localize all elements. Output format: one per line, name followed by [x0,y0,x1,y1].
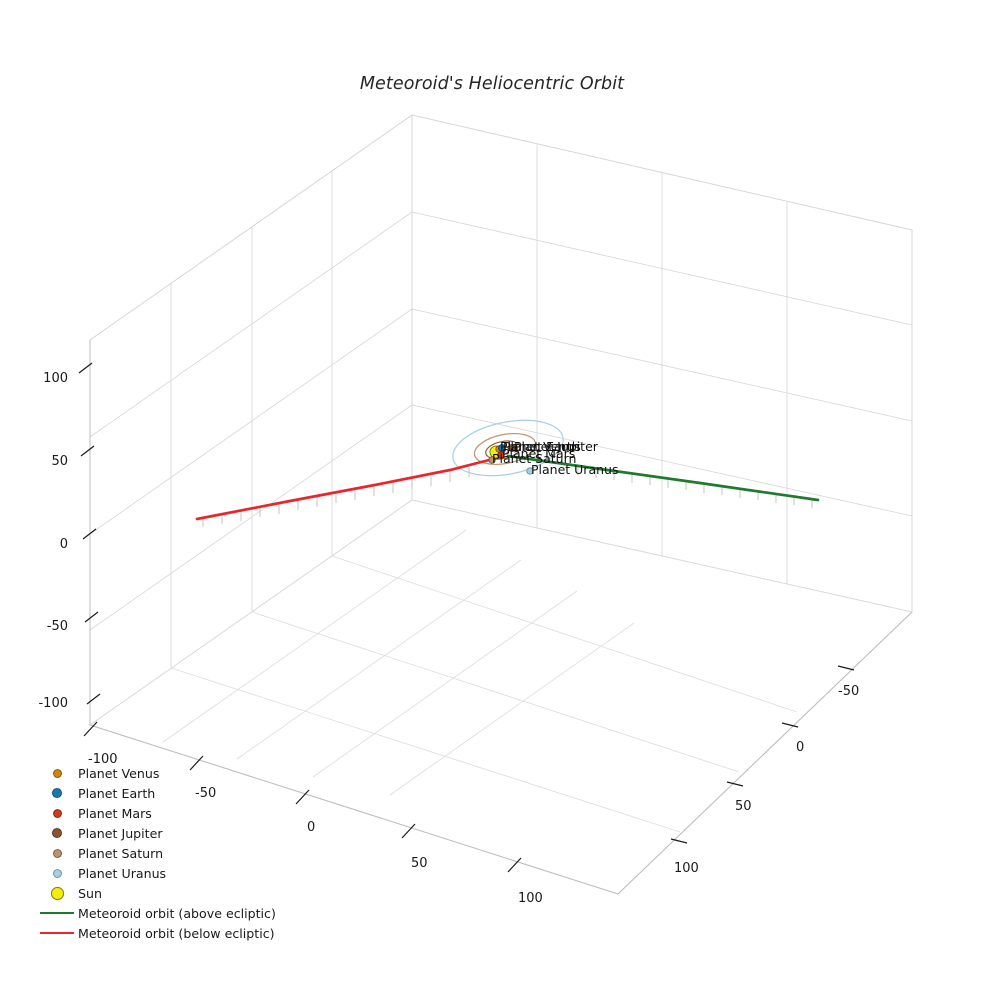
planet-jupiter-marker-icon [36,829,78,837]
legend-item-planet-jupiter[interactable]: Planet Jupiter [36,823,336,843]
body-markers [488,444,534,475]
y-tick-100: 100 [674,861,699,876]
pane-floor [89,499,913,895]
chart-title: Meteoroid's Heliocentric Orbit [359,74,625,94]
uranus-orbit-ellipse [452,419,564,477]
legend-item-planet-saturn[interactable]: Planet Saturn [36,843,336,863]
x-tick-neg50: -50 [195,786,217,801]
pane-right-wall [411,114,913,613]
y-tick-50: 50 [735,799,752,814]
legend-item-orbit-below-ecliptic[interactable]: Meteoroid orbit (below ecliptic) [36,923,336,943]
y-tick-neg50: -50 [838,684,860,699]
planet-saturn-marker-icon [36,849,78,857]
legend-item-orbit-above-ecliptic[interactable]: Meteoroid orbit (above ecliptic) [36,903,336,923]
legend-label: Planet Jupiter [78,825,163,841]
meteoroid-orbit-below-ecliptic [195,457,495,521]
planet-uranus-marker-icon [36,869,78,877]
planet-uranus-marker [526,467,534,475]
x-tick-100: 100 [518,891,543,906]
x-tick-50: 50 [411,856,428,871]
legend-label: Planet Mars [78,805,152,821]
label-planet-venus: Planet Venus [500,439,581,454]
planet-saturn-marker [488,456,496,464]
planet-mars-marker [497,451,505,459]
z-tick-neg50: -50 [46,619,68,634]
label-planet-jupiter: Planet Jupiter [514,439,598,454]
y-tick-0: 0 [796,740,805,755]
x-axis-ticks [83,721,522,873]
green-line-swatch-icon [36,912,78,914]
legend-label: Planet Earth [78,785,156,801]
z-tick-100: 100 [43,371,68,386]
planet-mars-marker-icon [36,809,78,817]
y-axis-ticks [670,665,855,844]
legend-label: Meteoroid orbit (above ecliptic) [78,905,276,921]
legend-item-sun[interactable]: Sun [36,883,336,903]
legend-item-planet-earth[interactable]: Planet Earth [36,783,336,803]
label-planet-uranus: Planet Uranus [531,462,619,477]
label-planet-earth: Planet Earth [503,439,580,454]
legend-item-planet-mars[interactable]: Planet Mars [36,803,336,823]
legend-item-planet-uranus[interactable]: Planet Uranus [36,863,336,883]
z-tick-0: 0 [59,537,68,552]
sun-marker-icon [36,887,78,899]
planet-earth-marker [498,444,506,452]
label-planet-mars: Planet Mars [502,446,576,461]
z-tick-neg100: -100 [38,696,68,711]
z-tick-50: 50 [51,454,68,469]
axis-spines [89,340,913,895]
meteoroid-orbit-above-ecliptic [506,454,820,502]
label-planet-saturn: Planet Saturn [492,451,577,466]
legend-label: Planet Saturn [78,845,164,861]
x-tick-0: 0 [307,820,316,835]
legend-label: Planet Uranus [78,865,167,881]
jupiter-orbit-ellipse [485,440,521,460]
planet-jupiter-marker [508,444,516,452]
legend-label: Sun [78,885,102,901]
legend-label: Meteoroid orbit (below ecliptic) [78,925,275,941]
z-axis-ticks [78,362,101,705]
red-line-swatch-icon [36,932,78,934]
planet-earth-marker-icon [36,789,78,797]
planet-venus-marker-icon [36,769,78,777]
meteoroid-stems-below [202,467,470,527]
legend-label: Planet Venus [78,765,160,781]
legend: Planet Venus Planet Earth Planet Mars Pl… [36,763,336,943]
legend-item-planet-venus[interactable]: Planet Venus [36,763,336,783]
saturn-orbit-ellipse [473,432,537,466]
x-tick-neg100: -100 [88,752,118,767]
